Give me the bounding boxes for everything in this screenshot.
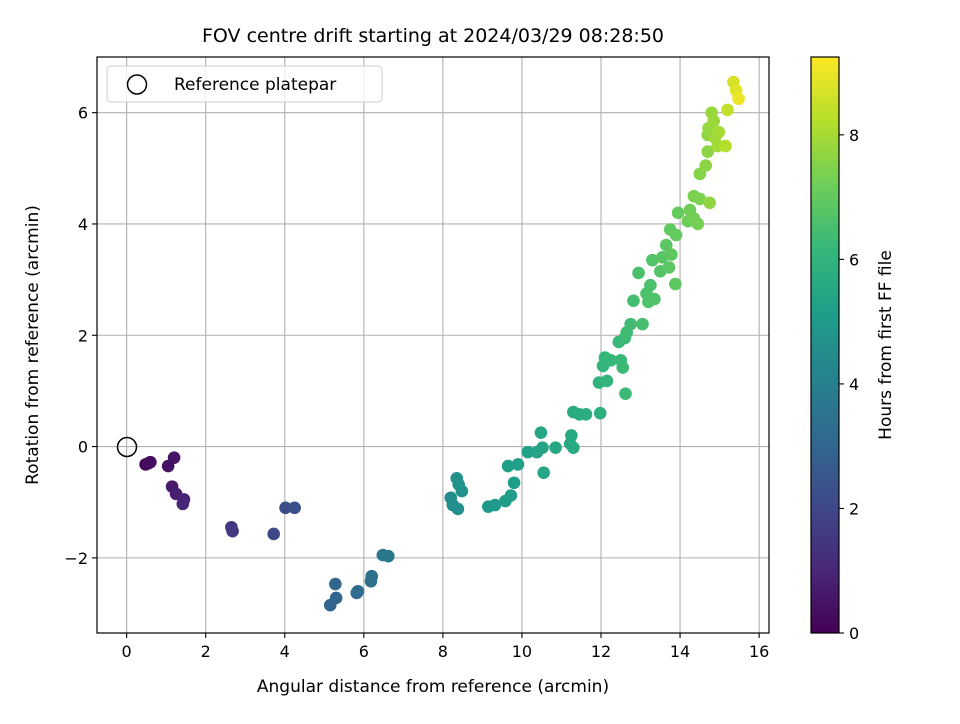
- legend: Reference platepar: [106, 65, 383, 103]
- plot-frame: [96, 56, 770, 634]
- data-point: [451, 502, 465, 516]
- data-point: [624, 317, 637, 331]
- y-tick-label: 6: [78, 104, 88, 123]
- x-tick-label: 10: [512, 642, 532, 661]
- data-point: [703, 196, 717, 210]
- data-point: [701, 145, 715, 158]
- data-point: [691, 217, 705, 231]
- data-point: [721, 103, 734, 117]
- reference-marker: [116, 436, 138, 458]
- data-point: [504, 489, 518, 502]
- data-point: [144, 455, 157, 469]
- data-point: [699, 159, 713, 172]
- data-point: [619, 387, 632, 400]
- data-point: [501, 459, 515, 473]
- y-tick-label: 4: [78, 215, 88, 234]
- data-point: [600, 374, 614, 388]
- y-axis-ticks: −2 0 2 4 6: [64, 104, 97, 568]
- data-point: [616, 361, 630, 374]
- colorbar-frame: [810, 56, 840, 634]
- colorbar-gradient: [811, 57, 839, 633]
- data-point: [644, 278, 657, 292]
- data-point: [669, 228, 683, 242]
- data-point: [329, 577, 342, 591]
- data-point: [627, 294, 640, 308]
- legend-label: Reference platepar: [174, 75, 336, 95]
- x-tick-label: 8: [438, 642, 448, 661]
- y-axis-label: Rotation from reference (arcmin): [23, 205, 43, 485]
- colorbar-tick-label: 0: [849, 624, 859, 643]
- data-point: [662, 261, 676, 274]
- data-point: [511, 458, 525, 471]
- data-point: [507, 476, 521, 490]
- data-point: [646, 253, 659, 267]
- data-point: [167, 451, 181, 464]
- data-point: [351, 584, 365, 598]
- data-point: [537, 466, 550, 480]
- data-point: [521, 445, 535, 459]
- grid-lines: [97, 57, 769, 633]
- data-point: [669, 277, 682, 291]
- data-point: [659, 238, 673, 252]
- x-tick-label: 2: [201, 642, 211, 661]
- data-point: [693, 192, 707, 206]
- data-point: [707, 114, 720, 128]
- data-point: [632, 266, 645, 280]
- chart-title: FOV centre drift starting at 2024/03/29 …: [202, 25, 664, 47]
- data-point: [382, 549, 395, 563]
- data-points: [139, 75, 745, 612]
- data-point: [671, 206, 685, 220]
- legend-box: [106, 65, 383, 103]
- colorbar-tick-label: 2: [849, 499, 859, 518]
- data-point: [267, 527, 280, 541]
- data-point: [567, 441, 580, 454]
- data-point: [329, 591, 343, 605]
- x-axis-ticks: 0 2 4 6 8 10 12 14 16: [122, 633, 769, 661]
- x-tick-label: 12: [591, 642, 611, 661]
- y-tick-label: −2: [64, 549, 88, 568]
- colorbar-ticks: 0 2 4 6 8: [839, 126, 859, 643]
- x-tick-label: 0: [122, 642, 132, 661]
- data-point: [534, 426, 548, 439]
- data-point: [288, 501, 301, 515]
- data-point: [549, 441, 562, 454]
- data-point: [455, 484, 469, 498]
- data-point: [732, 92, 745, 106]
- y-tick-label: 0: [78, 438, 88, 457]
- data-point: [488, 498, 502, 512]
- data-point: [565, 429, 578, 442]
- data-point: [712, 125, 726, 139]
- legend-marker-icon: [126, 74, 148, 95]
- y-tick-label: 2: [78, 326, 88, 345]
- x-tick-label: 4: [280, 642, 290, 661]
- data-point: [176, 497, 190, 511]
- colorbar: 0 2 4 6 8 Hours from first FF file: [810, 56, 896, 643]
- data-point: [365, 569, 379, 583]
- x-axis-label: Angular distance from reference (arcmin): [257, 677, 609, 697]
- x-tick-label: 6: [359, 642, 369, 661]
- data-point: [604, 354, 618, 367]
- x-tick-label: 16: [749, 642, 769, 661]
- data-point: [279, 501, 292, 515]
- data-point: [226, 524, 239, 538]
- data-point: [648, 292, 661, 306]
- data-point: [536, 441, 549, 454]
- colorbar-tick-label: 4: [849, 375, 859, 394]
- colorbar-tick-label: 6: [849, 250, 859, 269]
- colorbar-tick-label: 8: [849, 126, 859, 145]
- data-point: [579, 407, 593, 421]
- x-tick-label: 14: [670, 642, 690, 661]
- data-point: [719, 139, 732, 153]
- data-point: [593, 406, 607, 420]
- data-point: [636, 317, 649, 331]
- data-point: [665, 248, 678, 261]
- colorbar-label: Hours from first FF file: [876, 250, 896, 440]
